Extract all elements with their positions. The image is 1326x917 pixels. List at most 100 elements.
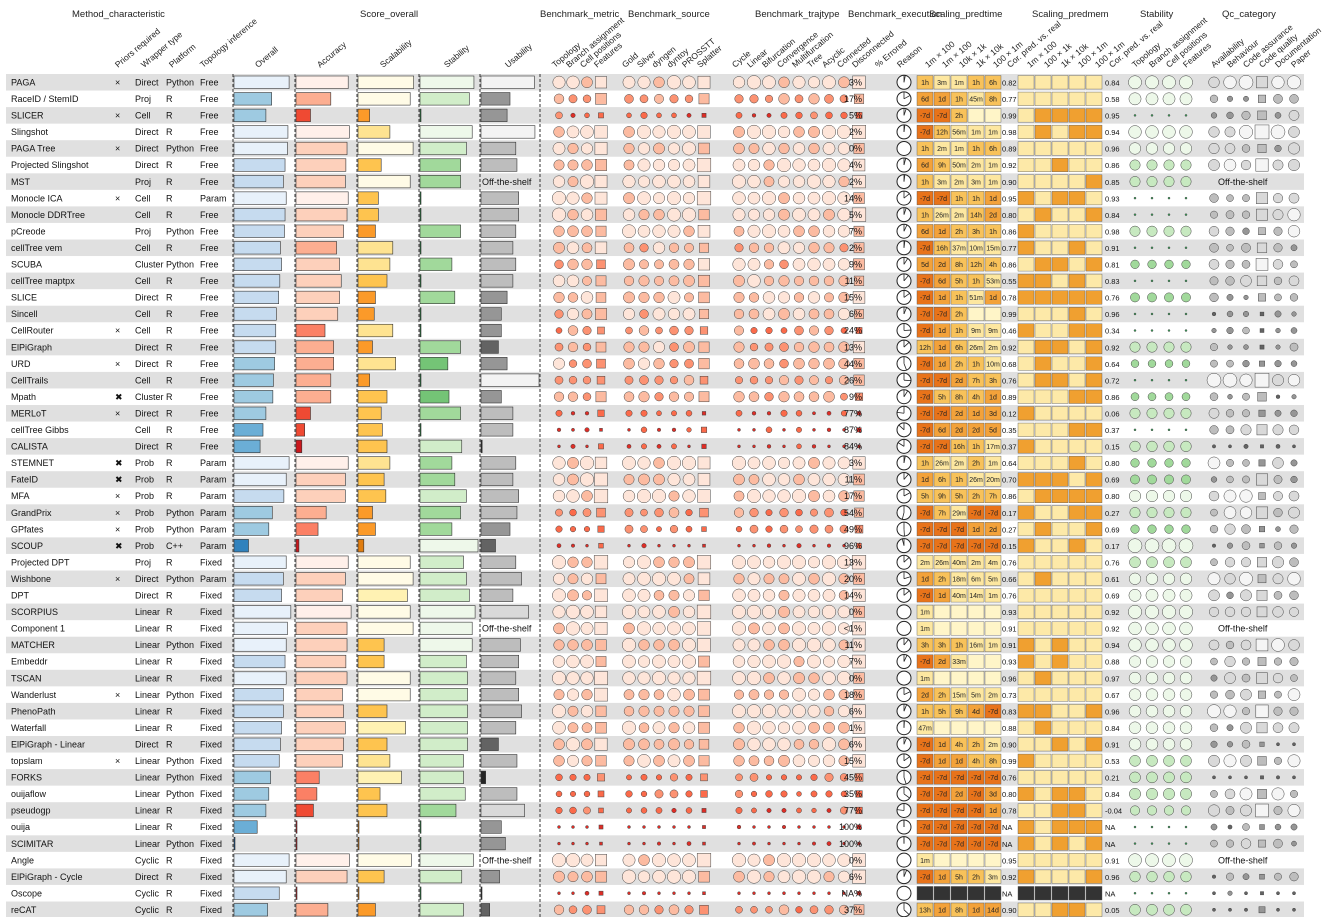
metric-square xyxy=(595,656,607,667)
metric-circle xyxy=(637,158,651,172)
metric-circle xyxy=(653,473,665,486)
qc-circle xyxy=(1290,475,1298,484)
metric-square xyxy=(699,326,709,335)
metric-circle xyxy=(641,543,647,549)
predtime-cell xyxy=(916,704,934,719)
predmem-cell xyxy=(1068,588,1086,603)
predmem-cell xyxy=(1085,174,1103,189)
predtime-label: 5m xyxy=(988,576,998,583)
predtime-label: 2m xyxy=(988,345,998,352)
predtime-label: 2m xyxy=(971,560,981,567)
qc-square xyxy=(1259,873,1265,880)
predtime-cell xyxy=(933,505,951,520)
predtime-cell xyxy=(967,886,985,901)
qc-circle xyxy=(1224,672,1236,684)
row-prior: × xyxy=(115,77,120,87)
row-platform: Python xyxy=(166,508,194,518)
qc-circle xyxy=(1287,572,1301,586)
score-bar-overall xyxy=(233,870,287,884)
predtime-cor: 0.64 xyxy=(1002,459,1017,468)
metric-square xyxy=(853,490,865,502)
predmem-cor: 0.84 xyxy=(1105,790,1120,799)
metric-square xyxy=(856,427,862,433)
predtime-label: -7d xyxy=(971,841,981,848)
metric-circle xyxy=(794,275,804,286)
stability-circle xyxy=(1145,671,1159,685)
row-topology: Free xyxy=(200,309,219,319)
metric-circle xyxy=(735,409,743,417)
predtime-cell xyxy=(984,489,1002,504)
row-errored: 0% xyxy=(849,673,862,683)
predtime-cell xyxy=(950,538,968,553)
metric-circle xyxy=(778,639,790,651)
qc-square xyxy=(1260,775,1264,780)
metric-square xyxy=(852,456,866,470)
qc-circle xyxy=(1224,143,1236,154)
metric-circle xyxy=(553,689,565,701)
predmem-cell xyxy=(1034,124,1052,139)
predtime-cell xyxy=(933,555,951,570)
predtime-cell xyxy=(916,654,934,669)
metric-circle xyxy=(667,687,681,702)
score-bar-accuracy xyxy=(295,456,349,470)
row-errored: 11% xyxy=(845,640,862,650)
metric-square xyxy=(702,825,706,829)
predmem-cor: 0.05 xyxy=(1105,906,1120,915)
stability-circle xyxy=(1162,125,1176,139)
metric-circle xyxy=(842,825,846,829)
metric-circle xyxy=(638,689,650,701)
metric-circle xyxy=(669,94,679,104)
metric-circle xyxy=(747,869,761,884)
metric-circle xyxy=(682,75,696,89)
predtime-cell xyxy=(916,770,934,785)
predtime-cell xyxy=(967,356,985,371)
score-bar-stab xyxy=(419,92,470,106)
metric-circle xyxy=(554,342,564,352)
metric-circle xyxy=(792,754,806,768)
predtime-label: -7d xyxy=(920,378,930,385)
score-bar-stab xyxy=(419,886,422,900)
predtime-label: 3h xyxy=(972,229,980,236)
row-platform: Python xyxy=(166,789,194,799)
metric-circle xyxy=(778,192,790,204)
stability-circle xyxy=(1179,638,1193,652)
predtime-label: -7d xyxy=(920,659,930,666)
metric-circle xyxy=(808,721,820,734)
metric-circle xyxy=(823,341,835,353)
qc-circle xyxy=(1239,373,1253,387)
row-wrapper: Cyclic xyxy=(135,905,159,915)
stability-circle xyxy=(1163,507,1175,519)
metric-circle xyxy=(821,604,837,619)
predtime-label: 2m xyxy=(988,742,998,749)
predtime-cor: NA xyxy=(1002,889,1012,898)
predtime-cell xyxy=(984,124,1002,139)
metric-circle xyxy=(684,391,694,402)
predtime-cell xyxy=(933,687,951,702)
predtime-cell xyxy=(933,207,951,222)
metric-square xyxy=(698,341,710,353)
qc-square xyxy=(1255,638,1269,652)
metric-circle xyxy=(557,825,561,829)
stability-circle xyxy=(1128,489,1142,503)
score-bar-accuracy xyxy=(295,175,346,189)
metric-circle xyxy=(807,605,821,619)
predtime-cell xyxy=(950,588,968,603)
metric-circle xyxy=(668,275,680,287)
qc-square xyxy=(1255,258,1269,271)
metric-circle xyxy=(585,825,589,829)
row-platform: R xyxy=(166,657,173,667)
metric-circle xyxy=(585,543,589,548)
metric-circle xyxy=(763,689,775,700)
predtime-cell xyxy=(950,869,968,884)
predtime-label: 2h xyxy=(972,494,980,501)
metric-circle xyxy=(553,738,565,751)
predtime-cell xyxy=(950,124,968,139)
metric-circle xyxy=(838,358,850,370)
score-bar-stab xyxy=(419,588,470,602)
metric-circle xyxy=(657,891,661,895)
score-bar-stab xyxy=(419,621,473,636)
qc-square xyxy=(1259,360,1265,367)
predtime-cor: NA xyxy=(1002,823,1012,832)
predmem-cor: 0.98 xyxy=(1105,227,1120,236)
metric-circle xyxy=(794,375,804,385)
